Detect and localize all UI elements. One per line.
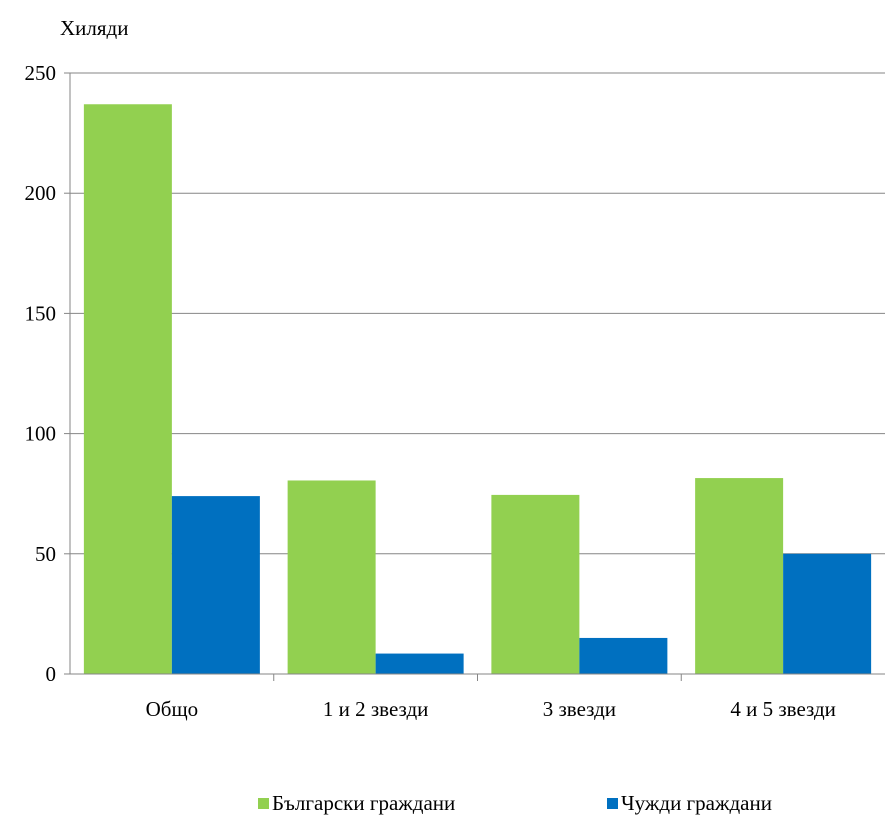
- bar-foreign-2: [579, 637, 668, 674]
- y-tick-label: 0: [46, 662, 57, 686]
- bar-bulgarian-3: [695, 478, 784, 674]
- x-tick-label: 4 и 5 звезди: [730, 697, 836, 721]
- x-tick-label: 3 звезди: [543, 697, 616, 721]
- y-axis-unit-label: Хиляди: [60, 16, 128, 40]
- x-tick-label: Общо: [146, 697, 199, 721]
- bar-foreign-0: [171, 496, 260, 674]
- legend: Български граждани Чужди граждани: [258, 791, 772, 815]
- legend-swatch: [607, 798, 618, 809]
- legend-swatch: [258, 798, 269, 809]
- bar-bulgarian-1: [287, 480, 376, 674]
- x-tick-label: 1 и 2 звезди: [323, 697, 429, 721]
- bars: [83, 104, 872, 674]
- axes: [64, 72, 885, 681]
- bar-foreign-3: [783, 553, 872, 674]
- y-tick-label: 250: [25, 61, 57, 85]
- y-tick-label: 100: [25, 422, 57, 446]
- legend-label: Български граждани: [272, 791, 455, 815]
- legend-label: Чужди граждани: [621, 791, 772, 815]
- y-tick-label: 50: [35, 542, 56, 566]
- y-tick-label: 150: [25, 301, 57, 325]
- y-tick-labels: 0 50 100 150 200 250: [25, 61, 57, 686]
- bar-bulgarian-0: [83, 104, 172, 674]
- bar-foreign-1: [375, 653, 464, 674]
- bar-bulgarian-2: [491, 494, 580, 674]
- y-tick-label: 200: [25, 181, 57, 205]
- x-tick-labels: Общо 1 и 2 звезди 3 звезди 4 и 5 звезди: [146, 697, 836, 721]
